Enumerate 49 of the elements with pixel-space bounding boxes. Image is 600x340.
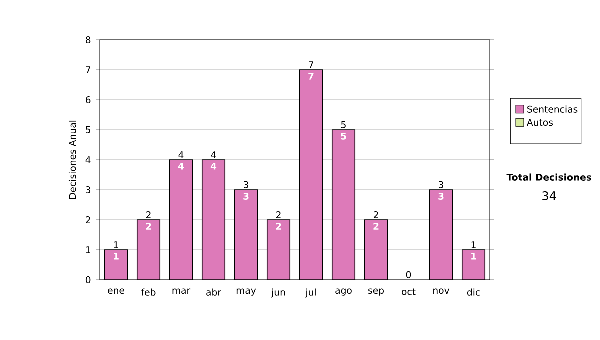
y-tick-label: 6 <box>86 96 91 104</box>
y-tick-label: 2 <box>86 216 90 224</box>
y-tick-label: 1 <box>86 246 90 254</box>
total-label: 0 <box>406 271 412 278</box>
text: Total Decisiones <box>506 174 592 181</box>
total-label: 1 <box>472 242 476 248</box>
x-tick-label: jun <box>271 288 286 298</box>
data-label: 1 <box>472 252 476 260</box>
data-label: 2 <box>374 222 379 230</box>
data-label: 2 <box>146 222 152 230</box>
total-label: 2 <box>374 211 378 218</box>
y-tick-label: 4 <box>86 156 91 164</box>
x-tick-label: may <box>236 288 256 296</box>
total-label: 4 <box>211 152 216 158</box>
y-tick-label: 5 <box>86 126 90 134</box>
y-tick-label: 7 <box>86 66 90 74</box>
total-label: 7 <box>309 62 314 68</box>
data-label: 5 <box>341 132 346 140</box>
legend-label: Autos <box>527 119 554 126</box>
total-label: 5 <box>341 121 346 128</box>
data-label: 2 <box>276 222 282 230</box>
x-tick-label: nov <box>434 288 450 294</box>
x-tick-label: oct <box>402 288 416 296</box>
data-label: 3 <box>244 192 249 200</box>
x-tick-label: ene <box>108 288 124 294</box>
text: 34 <box>542 191 556 201</box>
data-label: 1 <box>114 252 119 260</box>
x-tick-label: dic <box>467 288 480 296</box>
x-tick-label: jul <box>306 288 316 298</box>
data-label: 4 <box>178 162 184 170</box>
total-label: 2 <box>146 211 151 218</box>
y-tick-label: 3 <box>86 186 91 194</box>
y-axis-title: Decisiones Anual <box>68 120 76 199</box>
y-tick-label: 8 <box>86 36 91 44</box>
total-label: 3 <box>244 181 248 188</box>
legend-label: Sentencias <box>528 106 578 113</box>
x-tick-label: feb <box>141 288 156 296</box>
total-label: 3 <box>438 181 444 188</box>
total-label: 2 <box>276 211 281 218</box>
x-tick-label: ago <box>336 288 352 296</box>
data-label: 7 <box>308 72 314 80</box>
data-label: 3 <box>438 192 444 200</box>
data-label: 4 <box>210 162 217 170</box>
x-tick-label: sep <box>368 288 384 296</box>
x-tick-label: abr <box>206 288 222 296</box>
total-label: 4 <box>178 152 184 158</box>
y-tick-label: 0 <box>86 276 91 284</box>
total-label: 1 <box>114 242 118 248</box>
x-tick-label: mar <box>172 288 191 294</box>
